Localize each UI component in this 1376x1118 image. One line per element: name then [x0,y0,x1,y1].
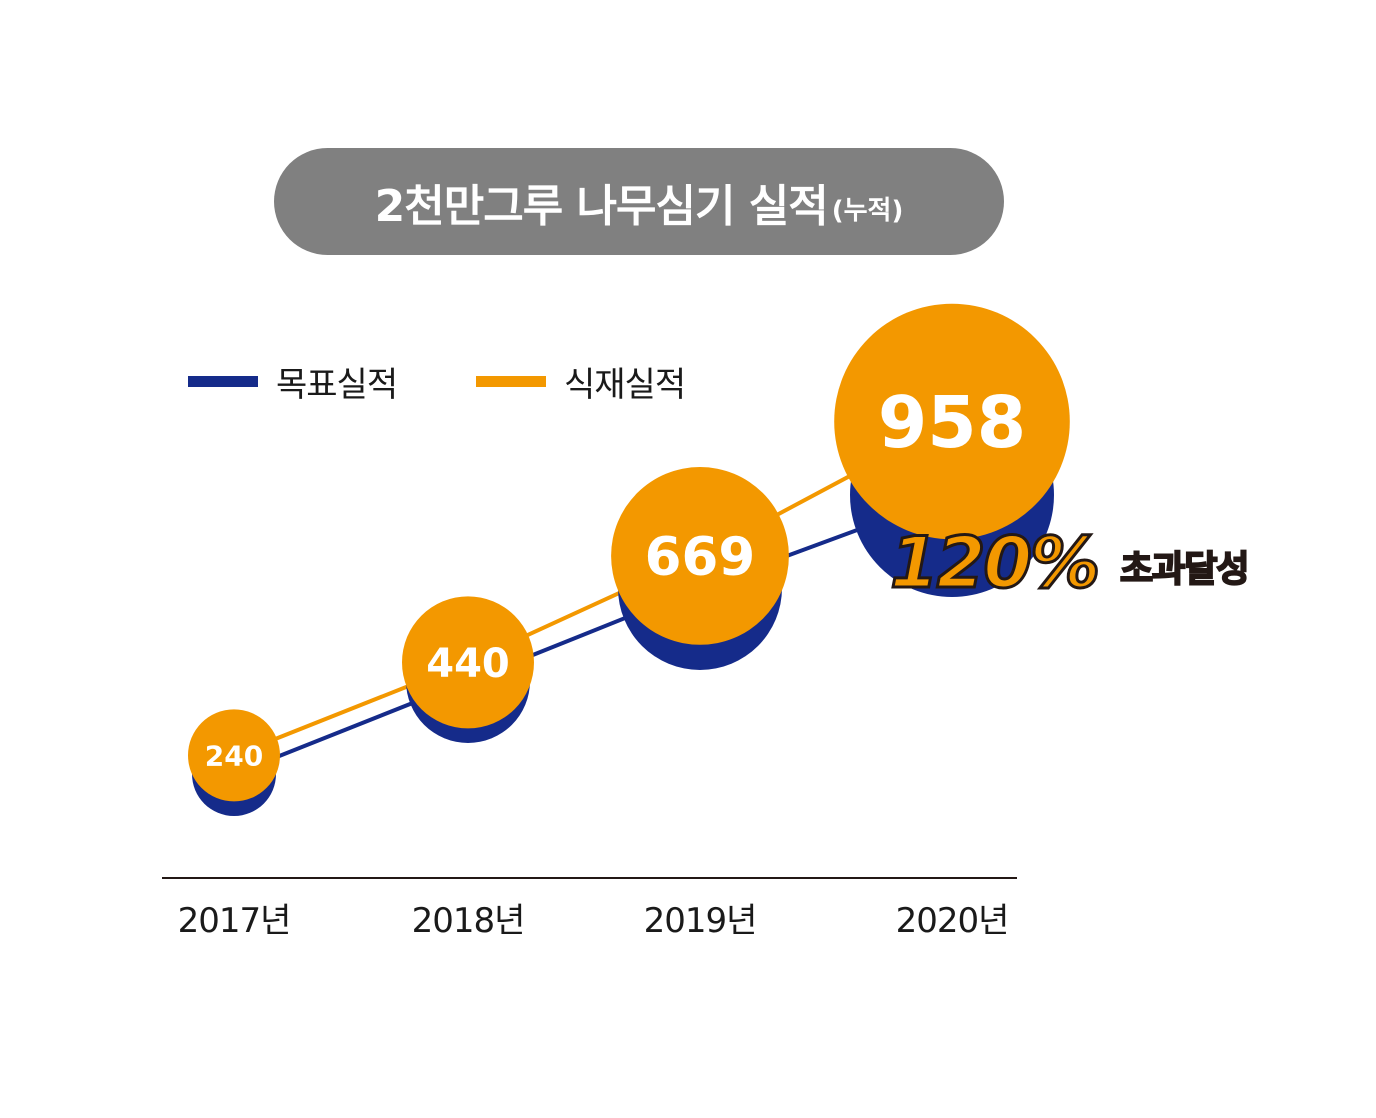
data-point [611,467,789,645]
chart-title: 2천만그루 나무심기 실적 [374,180,829,232]
legend-item-target: 목표실적 [188,358,398,405]
legend-swatch-planted [476,375,546,387]
chart-title-pill: 2천만그루 나무심기 실적 (누적) [274,148,1004,255]
data-point [188,709,280,802]
chart-subtitle: (누적) [831,196,904,226]
data-label: 669 [645,527,756,588]
series-line-0 [233,493,953,776]
data-label: 440 [426,641,510,687]
data-label: 240 [205,740,263,773]
data-label: 958 [878,381,1026,464]
achievement-label: 초과달성 [1119,548,1250,591]
achievement-percent: 120% [888,521,1101,606]
series-line-1 [233,419,953,758]
data-point [402,596,534,729]
legend-label-target: 목표실적 [276,364,398,405]
data-point [834,303,1070,540]
x-tick-label: 2019년 [644,901,757,941]
legend-item-planted: 식재실적 [476,358,686,405]
legend-swatch-target [188,375,258,387]
x-tick-label: 2018년 [412,901,525,941]
x-tick-label: 2020년 [896,901,1009,941]
x-tick-label: 2017년 [178,901,291,941]
legend-label-planted: 식재실적 [564,364,686,405]
